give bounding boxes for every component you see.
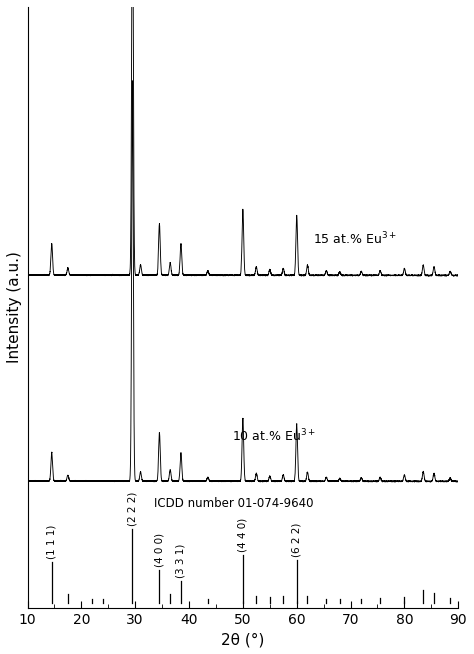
Text: (4 4 0): (4 4 0) [238, 517, 248, 552]
Y-axis label: Intensity (a.u.): Intensity (a.u.) [7, 251, 22, 363]
Text: (6 2 2): (6 2 2) [292, 523, 302, 557]
Text: 10 at.% Eu$^{3+}$: 10 at.% Eu$^{3+}$ [232, 428, 316, 444]
Text: 15 at.% Eu$^{3+}$: 15 at.% Eu$^{3+}$ [313, 230, 397, 247]
Text: (1 1 1): (1 1 1) [47, 525, 57, 559]
X-axis label: 2θ (°): 2θ (°) [221, 632, 264, 647]
Text: (4 0 0): (4 0 0) [155, 532, 164, 567]
Text: (2 2 2): (2 2 2) [128, 491, 137, 526]
Text: (3 3 1): (3 3 1) [176, 543, 186, 578]
Text: ICDD number 01-074-9640: ICDD number 01-074-9640 [154, 497, 313, 510]
